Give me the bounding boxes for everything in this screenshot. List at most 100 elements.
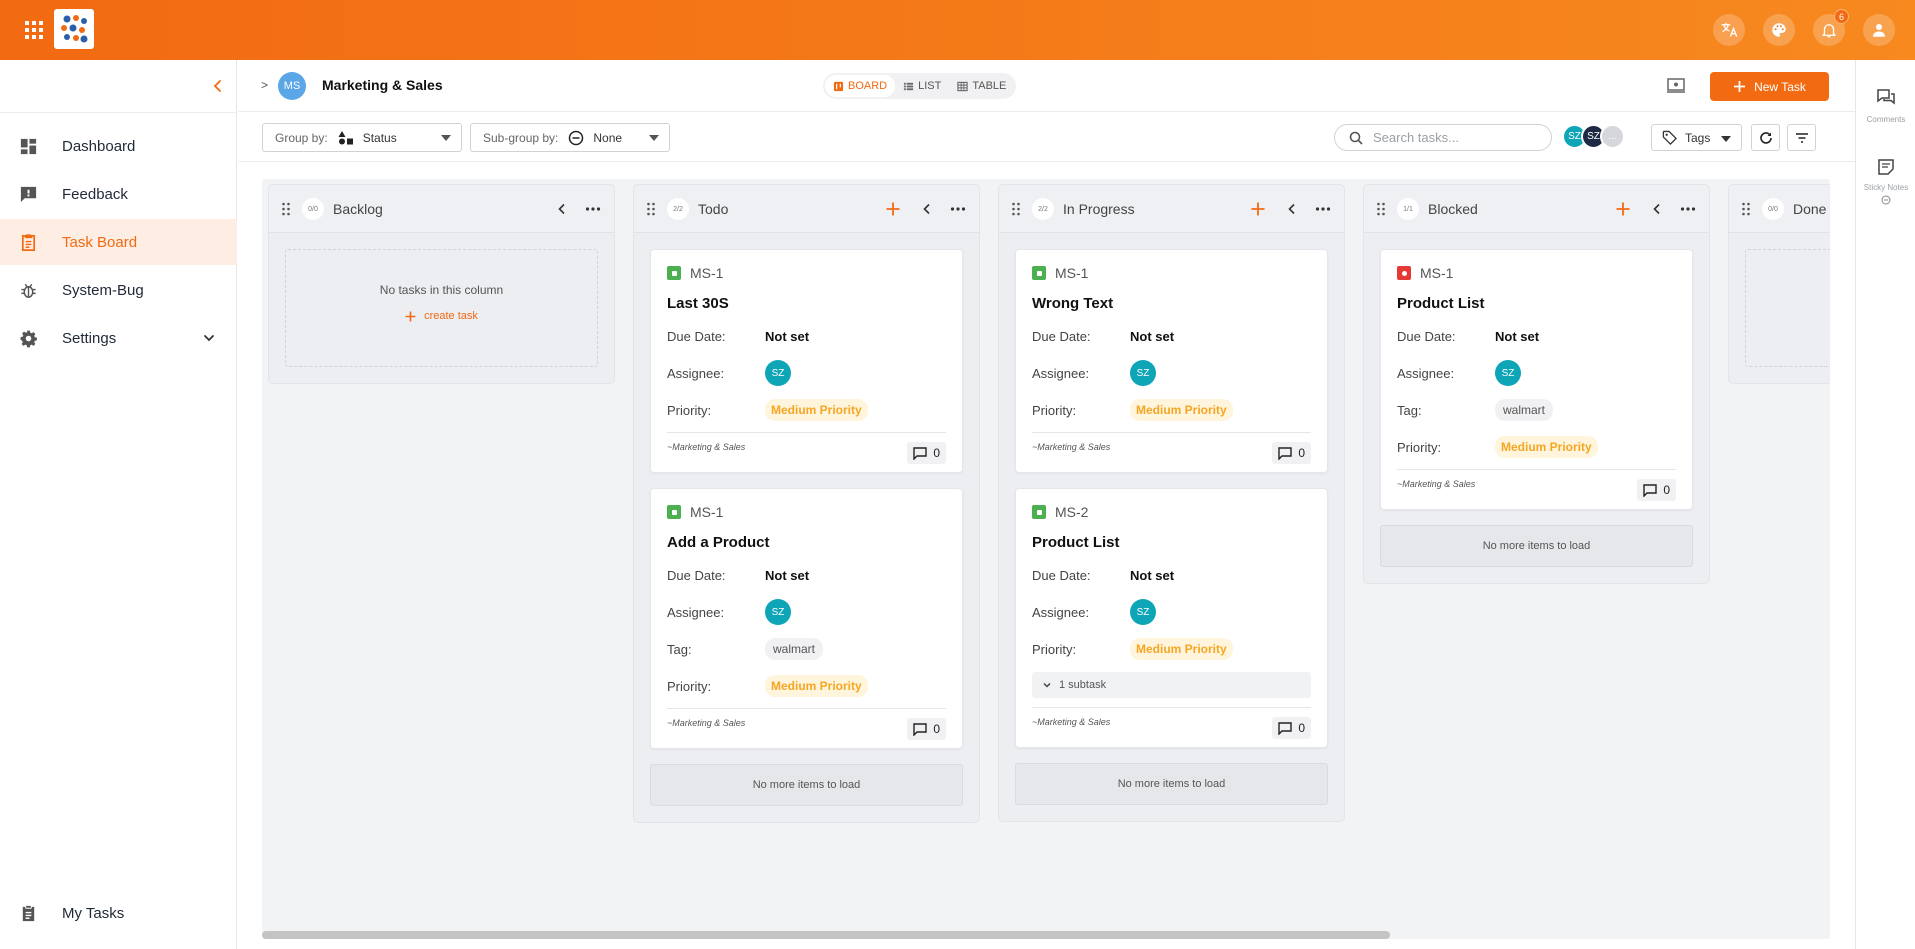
right-rail: Comments Sticky Notes (1855, 60, 1915, 949)
comments-button[interactable]: 0 (1637, 479, 1676, 501)
more-members-avatar[interactable]: ... (1600, 124, 1625, 149)
sidebar-item-label: My Tasks (62, 904, 125, 922)
avatar[interactable]: SZ (1130, 360, 1156, 386)
subtask-toggle[interactable]: 1 subtask (1032, 672, 1311, 698)
gear-icon (19, 329, 38, 348)
sub-group-label: Sub-group by: (483, 130, 559, 145)
sticky-notes-button[interactable]: Sticky Notes (1856, 158, 1915, 208)
avatar[interactable]: SZ (765, 599, 791, 625)
chevron-left-icon[interactable] (920, 202, 934, 216)
sub-group-by-select[interactable]: Sub-group by: None (470, 123, 670, 152)
due-date-value: Not set (765, 567, 810, 583)
tags-label: Tags (1685, 130, 1711, 145)
bell-icon[interactable]: 6 (1813, 9, 1849, 46)
sidebar-item-label: System-Bug (62, 281, 144, 299)
sidebar-item-feedback[interactable]: Feedback (0, 171, 237, 217)
search-icon (1349, 131, 1363, 145)
sticky-note-icon (1877, 158, 1895, 176)
chevron-left-icon[interactable] (1285, 202, 1299, 216)
sidebar-item-my-tasks[interactable]: My Tasks (0, 890, 237, 936)
top-bar: 6 (0, 0, 1915, 60)
task-card[interactable]: MS-1 Product List Due Date: Not set Assig… (1380, 249, 1693, 510)
refresh-button[interactable] (1751, 124, 1780, 151)
comments-button[interactable]: 0 (907, 442, 946, 464)
clipboard-icon (19, 233, 38, 252)
minus-circle-icon[interactable] (1881, 195, 1891, 205)
chevron-left-icon[interactable] (1650, 202, 1664, 216)
drag-handle-icon[interactable] (281, 201, 291, 217)
priority-label: Priority: (1032, 402, 1077, 418)
column-count: 2/2 (667, 198, 689, 220)
column-title: Done (1793, 201, 1827, 217)
assignee-label: Assignee: (1032, 365, 1090, 381)
sidebar-item-task-board[interactable]: Task Board (0, 219, 237, 265)
presentation-icon[interactable] (1666, 77, 1686, 95)
comments-button[interactable]: 0 (907, 718, 946, 740)
tab-list[interactable]: LIST (895, 75, 949, 97)
comment-icon (1278, 721, 1293, 735)
due-date-label: Due Date: (667, 567, 726, 583)
search-input[interactable] (1373, 130, 1543, 145)
sidebar-collapse-icon[interactable] (210, 78, 226, 94)
avatar[interactable]: SZ (1130, 599, 1156, 625)
avatar[interactable]: SZ (765, 360, 791, 386)
avatar[interactable]: SZ (1495, 360, 1521, 386)
card-project-name: ~Marketing & Sales (667, 441, 746, 452)
breadcrumb-arrow[interactable]: > (261, 78, 269, 92)
task-card[interactable]: MS-1 Wrong Text Due Date: Not set Assigne… (1015, 249, 1328, 473)
task-card[interactable]: MS-1 Add a Product Due Date: Not set Assi… (650, 488, 963, 749)
sidebar-item-dashboard[interactable]: Dashboard (0, 123, 237, 169)
more-icon[interactable] (1680, 202, 1696, 216)
kanban-board: 0/0 Backlog No tasks in this column crea… (262, 179, 1830, 939)
comment-icon (1278, 446, 1293, 460)
add-task-icon[interactable] (1615, 201, 1631, 217)
chevron-left-icon[interactable] (555, 202, 569, 216)
priority-label: Priority: (1032, 641, 1077, 657)
member-avatars[interactable]: SZ SZ ... (1562, 124, 1625, 149)
filter-button[interactable] (1787, 124, 1816, 151)
tab-label: LIST (918, 80, 942, 92)
priority-badge: Medium Priority (765, 399, 868, 421)
sidebar-item-label: Dashboard (62, 137, 136, 155)
filter-bar: Group by: Status Sub-group by: None SZ S… (238, 112, 1855, 162)
drag-handle-icon[interactable] (1011, 201, 1021, 217)
tag-badge: walmart (1495, 399, 1554, 421)
tags-filter[interactable]: Tags (1651, 124, 1742, 151)
comments-button[interactable]: 0 (1272, 717, 1311, 739)
comments-button[interactable]: 0 (1272, 442, 1311, 464)
drag-handle-icon[interactable] (1376, 201, 1386, 217)
new-task-label: New Task (1754, 79, 1806, 94)
more-icon[interactable] (950, 202, 966, 216)
task-title: Add a Product (667, 534, 770, 551)
palette-icon[interactable] (1763, 14, 1795, 46)
apps-grid-icon[interactable] (22, 18, 46, 42)
user-icon[interactable] (1863, 14, 1895, 46)
new-task-button[interactable]: New Task (1710, 72, 1829, 101)
column-header: 1/1 Blocked (1364, 185, 1709, 233)
tab-board[interactable]: BOARD (825, 75, 896, 97)
app-logo[interactable] (54, 9, 94, 49)
add-task-icon[interactable] (885, 201, 901, 217)
subtask-label: 1 subtask (1059, 679, 1107, 691)
due-date-value: Not set (1130, 567, 1175, 583)
page-header: > MS Marketing & Sales BOARD LIST TABLE (238, 60, 1855, 112)
group-by-select[interactable]: Group by: Status (262, 123, 462, 152)
drag-handle-icon[interactable] (646, 201, 656, 217)
task-title: Wrong Text (1032, 295, 1114, 312)
empty-column-text: No tasks in this column (379, 283, 504, 297)
task-card[interactable]: MS-2 Product List Due Date: Not set Assig… (1015, 488, 1328, 748)
sidebar-item-settings[interactable]: Settings (0, 315, 237, 361)
more-icon[interactable] (585, 202, 601, 216)
horizontal-scrollbar[interactable] (262, 931, 1390, 939)
due-date-label: Due Date: (667, 328, 726, 344)
task-id: MS-2 (1055, 504, 1089, 520)
create-task-link[interactable]: create task (405, 310, 478, 322)
sidebar-item-system-bug[interactable]: System-Bug (0, 267, 237, 313)
translate-icon[interactable] (1713, 14, 1745, 46)
comments-panel-button[interactable]: Comments (1856, 88, 1915, 124)
add-task-icon[interactable] (1250, 201, 1266, 217)
task-card[interactable]: MS-1 Last 30S Due Date: Not set Assignee:… (650, 249, 963, 473)
tab-table[interactable]: TABLE (949, 75, 1014, 97)
drag-handle-icon[interactable] (1741, 201, 1751, 217)
more-icon[interactable] (1315, 202, 1331, 216)
